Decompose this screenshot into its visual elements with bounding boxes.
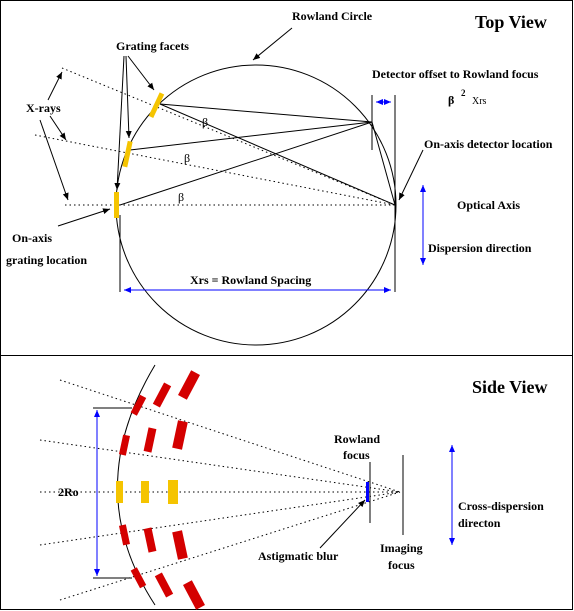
title: Top View — [475, 12, 547, 32]
formula: 2 — [461, 88, 466, 98]
label: Cross-dispersion — [458, 499, 544, 513]
label: X-rays — [26, 101, 61, 115]
label: Grating facets — [116, 39, 189, 53]
formula: β — [448, 93, 454, 107]
label: directon — [458, 516, 501, 530]
label: Astigmatic blur — [258, 549, 339, 563]
title: Side View — [472, 377, 548, 397]
label: Imaging — [380, 541, 423, 555]
top-panel — [0, 0, 573, 356]
label: focus — [388, 558, 415, 572]
angle: β — [202, 115, 208, 129]
label: focus — [343, 448, 370, 462]
side-panel — [0, 355, 573, 610]
label: Xrs = Rowland Spacing — [190, 273, 311, 287]
label: Rowland — [334, 432, 380, 446]
label: Dispersion direction — [428, 241, 532, 255]
label: On-axis — [12, 231, 52, 245]
label: Detector offset to Rowland focus — [372, 67, 539, 81]
label: Rowland Circle — [292, 9, 373, 23]
label: grating location — [6, 253, 87, 267]
angle: β — [184, 151, 190, 165]
label: 2Ro — [58, 485, 79, 499]
top-view-drawing — [34, 27, 426, 346]
formula: Xrs — [472, 96, 487, 107]
label: Optical Axis — [457, 198, 520, 212]
angle: β — [178, 190, 184, 204]
side-view-drawing — [39, 364, 455, 610]
label: On-axis detector location — [424, 137, 553, 151]
